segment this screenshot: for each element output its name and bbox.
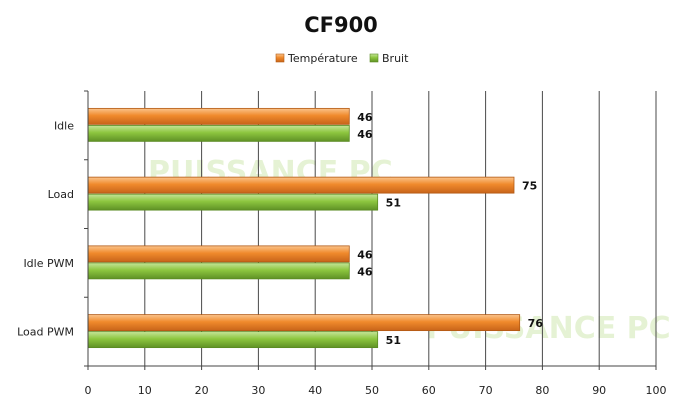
bar-bruit [87, 193, 379, 211]
data-label-bruit: 46 [357, 265, 373, 278]
chart-title: CF900 [304, 13, 378, 37]
x-tick-label: 100 [646, 384, 667, 397]
legend-label-bruit: Bruit [382, 52, 409, 65]
x-tick-label: 50 [365, 384, 379, 397]
bar-temperature [87, 107, 350, 125]
x-tick-label: 60 [422, 384, 436, 397]
legend-label-temperature: Température [287, 52, 358, 65]
x-tick-label: 80 [535, 384, 549, 397]
x-tick-label: 70 [479, 384, 493, 397]
data-label-bruit: 46 [357, 128, 373, 141]
x-tick-label: 0 [85, 384, 92, 397]
legend: Température Bruit [275, 52, 409, 65]
x-tick-label: 10 [138, 384, 152, 397]
category-label: Load PWM [17, 326, 74, 339]
x-tick-label: 30 [251, 384, 265, 397]
bar-bruit [87, 331, 379, 349]
data-label-temperature: 76 [528, 317, 544, 330]
legend-swatch-bruit [369, 53, 379, 63]
data-label-temperature: 46 [357, 111, 373, 124]
labels: 0 10 20 30 40 50 60 70 80 90 100 Idle 46 46 Load 75 51 Id… [17, 111, 666, 397]
x-tick-label: 90 [592, 384, 606, 397]
category-label: Load [48, 188, 74, 201]
bar-bruit [87, 262, 350, 280]
category-label: Idle [54, 119, 74, 132]
axes [84, 90, 657, 370]
legend-swatch-temperature [275, 53, 285, 63]
data-label-temperature: 75 [522, 180, 537, 193]
x-tick-label: 40 [308, 384, 322, 397]
data-label-bruit: 51 [386, 197, 401, 210]
bar-temperature [87, 245, 350, 263]
bar-bruit [87, 124, 350, 142]
bar-temperature [87, 176, 515, 194]
category-label: Idle PWM [23, 257, 74, 270]
x-tick-label: 20 [195, 384, 209, 397]
data-label-bruit: 51 [386, 334, 401, 347]
bar-temperature [87, 314, 521, 332]
data-label-temperature: 46 [357, 248, 373, 261]
